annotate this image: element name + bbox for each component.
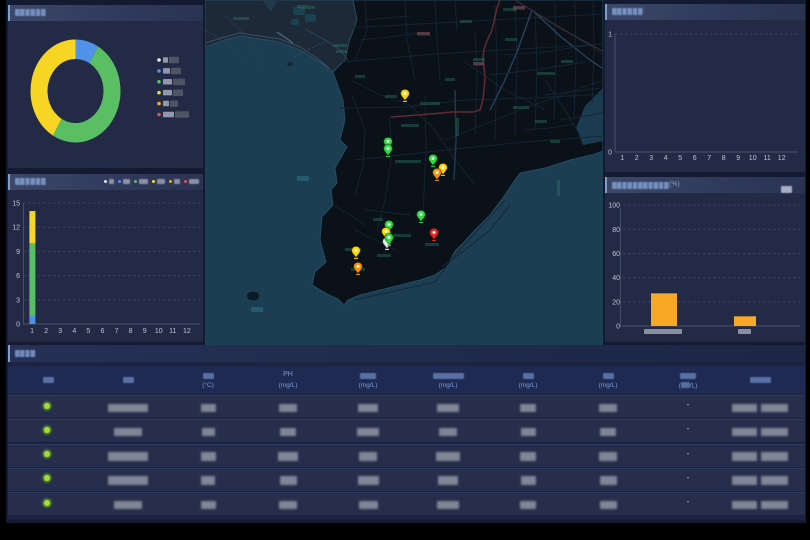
- svg-text:3: 3: [58, 328, 62, 335]
- svg-text:60: 60: [612, 251, 620, 258]
- svg-text:1: 1: [30, 328, 34, 335]
- svg-text:80: 80: [612, 227, 620, 234]
- svg-text:7: 7: [707, 155, 711, 162]
- svg-text:10: 10: [749, 155, 757, 162]
- svg-text:12: 12: [183, 328, 191, 335]
- svg-text:1: 1: [608, 32, 612, 39]
- svg-text:100: 100: [608, 203, 620, 210]
- svg-text:0: 0: [608, 150, 612, 157]
- svg-text:3: 3: [649, 155, 653, 162]
- svg-text:11: 11: [764, 155, 771, 162]
- svg-text:4: 4: [72, 328, 76, 335]
- svg-text:5: 5: [678, 155, 682, 162]
- svg-text:6: 6: [16, 273, 20, 280]
- svg-text:9: 9: [736, 155, 740, 162]
- svg-text:20: 20: [612, 299, 620, 306]
- svg-text:6: 6: [100, 328, 104, 335]
- svg-text:15: 15: [12, 201, 20, 208]
- svg-text:8: 8: [129, 328, 133, 335]
- svg-text:2: 2: [44, 328, 48, 335]
- svg-text:40: 40: [612, 275, 620, 282]
- svg-text:5: 5: [86, 328, 90, 335]
- svg-text:9: 9: [143, 328, 147, 335]
- svg-text:12: 12: [12, 225, 20, 232]
- svg-text:12: 12: [778, 155, 786, 162]
- svg-text:4: 4: [664, 155, 668, 162]
- svg-text:0: 0: [616, 324, 620, 331]
- svg-text:10: 10: [155, 328, 163, 335]
- svg-text:0: 0: [16, 322, 20, 329]
- svg-text:8: 8: [722, 155, 726, 162]
- svg-text:11: 11: [169, 328, 176, 335]
- svg-text:7: 7: [115, 328, 119, 335]
- svg-text:6: 6: [693, 155, 697, 162]
- svg-text:2: 2: [635, 155, 639, 162]
- svg-text:3: 3: [16, 297, 20, 304]
- svg-text:9: 9: [16, 249, 20, 256]
- svg-text:1: 1: [620, 155, 624, 162]
